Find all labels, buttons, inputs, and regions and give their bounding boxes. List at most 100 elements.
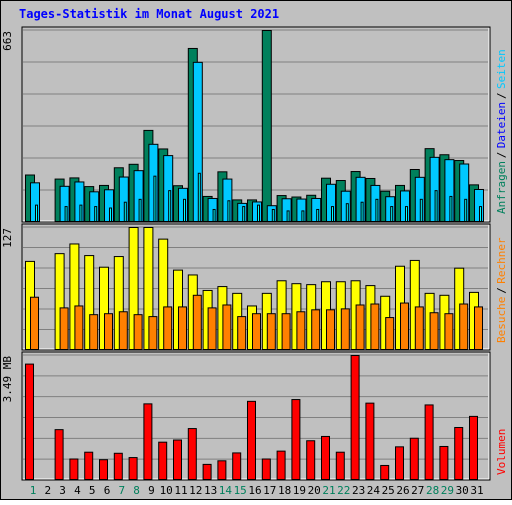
volumen-bar-12 xyxy=(187,428,197,480)
seiten-bar-26 xyxy=(405,206,408,223)
volumen-bar-19 xyxy=(291,399,301,480)
volumen-bar-10 xyxy=(158,441,168,480)
x-tick-label-8: 8 xyxy=(133,484,140,497)
rechner-bar-8 xyxy=(133,314,143,350)
seiten-bar-27 xyxy=(419,198,423,223)
seiten-bar-31 xyxy=(479,206,482,223)
seiten-bar-13 xyxy=(212,208,216,222)
seiten-bar-18 xyxy=(286,210,290,223)
x-tick-label-14: 14 xyxy=(219,484,233,497)
rechner-bar-24 xyxy=(370,303,380,350)
legend-volumen: Volumen xyxy=(495,429,508,475)
x-tick-label-25: 25 xyxy=(382,484,395,497)
legend-seiten: Seiten xyxy=(495,49,508,89)
seiten-bar-7 xyxy=(123,201,127,222)
volumen-bar-22 xyxy=(335,451,345,480)
legend-separator: / xyxy=(495,152,508,159)
x-tick-label-30: 30 xyxy=(456,484,469,497)
seiten-bar-15 xyxy=(242,206,246,223)
x-tick-label-22: 22 xyxy=(337,484,350,497)
x-tick-label-20: 20 xyxy=(308,484,321,497)
legend-anfragen: Anfragen xyxy=(495,161,508,214)
volumen-bar-26 xyxy=(395,446,404,480)
legend-dateien: Dateien xyxy=(495,102,508,148)
x-tick-label-1: 1 xyxy=(30,484,37,497)
volumen-bar-24 xyxy=(365,402,375,481)
legend-besuche: Besuche xyxy=(495,297,508,343)
x-tick-label-31: 31 xyxy=(470,484,483,497)
x-tick-label-19: 19 xyxy=(293,484,306,497)
volumen-bar-8 xyxy=(128,457,138,480)
rechner-bar-25 xyxy=(385,317,395,350)
rechner-bar-13 xyxy=(207,307,217,351)
x-tick-label-29: 29 xyxy=(441,484,454,497)
seiten-bar-11 xyxy=(183,198,186,223)
x-tick-label-17: 17 xyxy=(263,484,276,497)
volumen-bar-3 xyxy=(54,429,64,481)
seiten-bar-23 xyxy=(360,201,364,222)
x-tick-label-7: 7 xyxy=(118,484,125,497)
rechner-bar-10 xyxy=(163,306,173,351)
x-tick-label-23: 23 xyxy=(352,484,365,497)
rechner-bar-16 xyxy=(252,313,261,350)
seiten-bar-20 xyxy=(316,208,320,222)
volumen-bar-21 xyxy=(321,435,330,480)
x-tick-label-21: 21 xyxy=(322,484,335,497)
seiten-bar-25 xyxy=(390,206,394,223)
rechner-bar-18 xyxy=(281,313,291,350)
volumen-bar-6 xyxy=(99,459,108,480)
x-tick-label-18: 18 xyxy=(278,484,291,497)
rechner-bar-4 xyxy=(74,305,84,351)
legend-separator: / xyxy=(495,92,508,99)
volumen-bar-14 xyxy=(217,460,227,481)
seiten-bar-21 xyxy=(331,206,334,223)
x-tick-label-27: 27 xyxy=(411,484,424,497)
rechner-bar-3 xyxy=(59,307,69,351)
anfragen-bar-17 xyxy=(261,30,272,222)
seiten-bar-12 xyxy=(197,172,201,222)
rechner-bar-17 xyxy=(266,313,276,350)
x-tick-label-5: 5 xyxy=(89,484,96,497)
seiten-bar-19 xyxy=(301,210,305,223)
y-max-label: 663 xyxy=(1,31,14,51)
rechner-bar-6 xyxy=(104,313,113,350)
volumen-bar-1 xyxy=(25,363,34,480)
x-tick-label-16: 16 xyxy=(248,484,261,497)
rechner-bar-15 xyxy=(237,316,247,350)
seiten-bar-28 xyxy=(434,190,438,222)
seiten-bar-17 xyxy=(271,208,275,222)
rechner-bar-22 xyxy=(340,308,350,351)
rechner-bar-11 xyxy=(178,306,187,351)
x-tick-label-12: 12 xyxy=(189,484,202,497)
volumen-bar-16 xyxy=(247,400,256,480)
seiten-bar-3 xyxy=(64,206,68,223)
rechner-bar-26 xyxy=(400,302,409,350)
seiten-bar-22 xyxy=(345,203,349,222)
chart-title: Tages-Statistik im Monat August 2021 xyxy=(19,7,280,21)
seiten-bar-16 xyxy=(257,204,260,223)
x-tick-label-28: 28 xyxy=(426,484,439,497)
y-max-label: 127 xyxy=(1,228,14,248)
rechner-bar-5 xyxy=(89,314,99,350)
volumen-bar-25 xyxy=(380,464,390,481)
volumen-bar-11 xyxy=(173,439,182,480)
x-tick-label-11: 11 xyxy=(174,484,187,497)
volumen-bar-23 xyxy=(350,355,360,480)
seiten-bar-24 xyxy=(375,198,379,223)
seiten-bar-6 xyxy=(109,207,112,222)
x-tick-label-9: 9 xyxy=(148,484,155,497)
volumen-bar-30 xyxy=(454,426,464,480)
volumen-bar-17 xyxy=(261,458,271,481)
volumen-bar-31 xyxy=(469,415,478,480)
rechner-bar-23 xyxy=(355,304,365,350)
rechner-bar-31 xyxy=(474,306,483,351)
volumen-bar-29 xyxy=(439,445,449,480)
seiten-bar-4 xyxy=(79,204,83,223)
rechner-bar-27 xyxy=(414,306,424,351)
rechner-bar-20 xyxy=(311,309,321,351)
volumen-bar-20 xyxy=(306,440,316,481)
rechner-bar-28 xyxy=(429,312,439,350)
rechner-bar-9 xyxy=(148,316,158,350)
x-tick-label-15: 15 xyxy=(234,484,247,497)
